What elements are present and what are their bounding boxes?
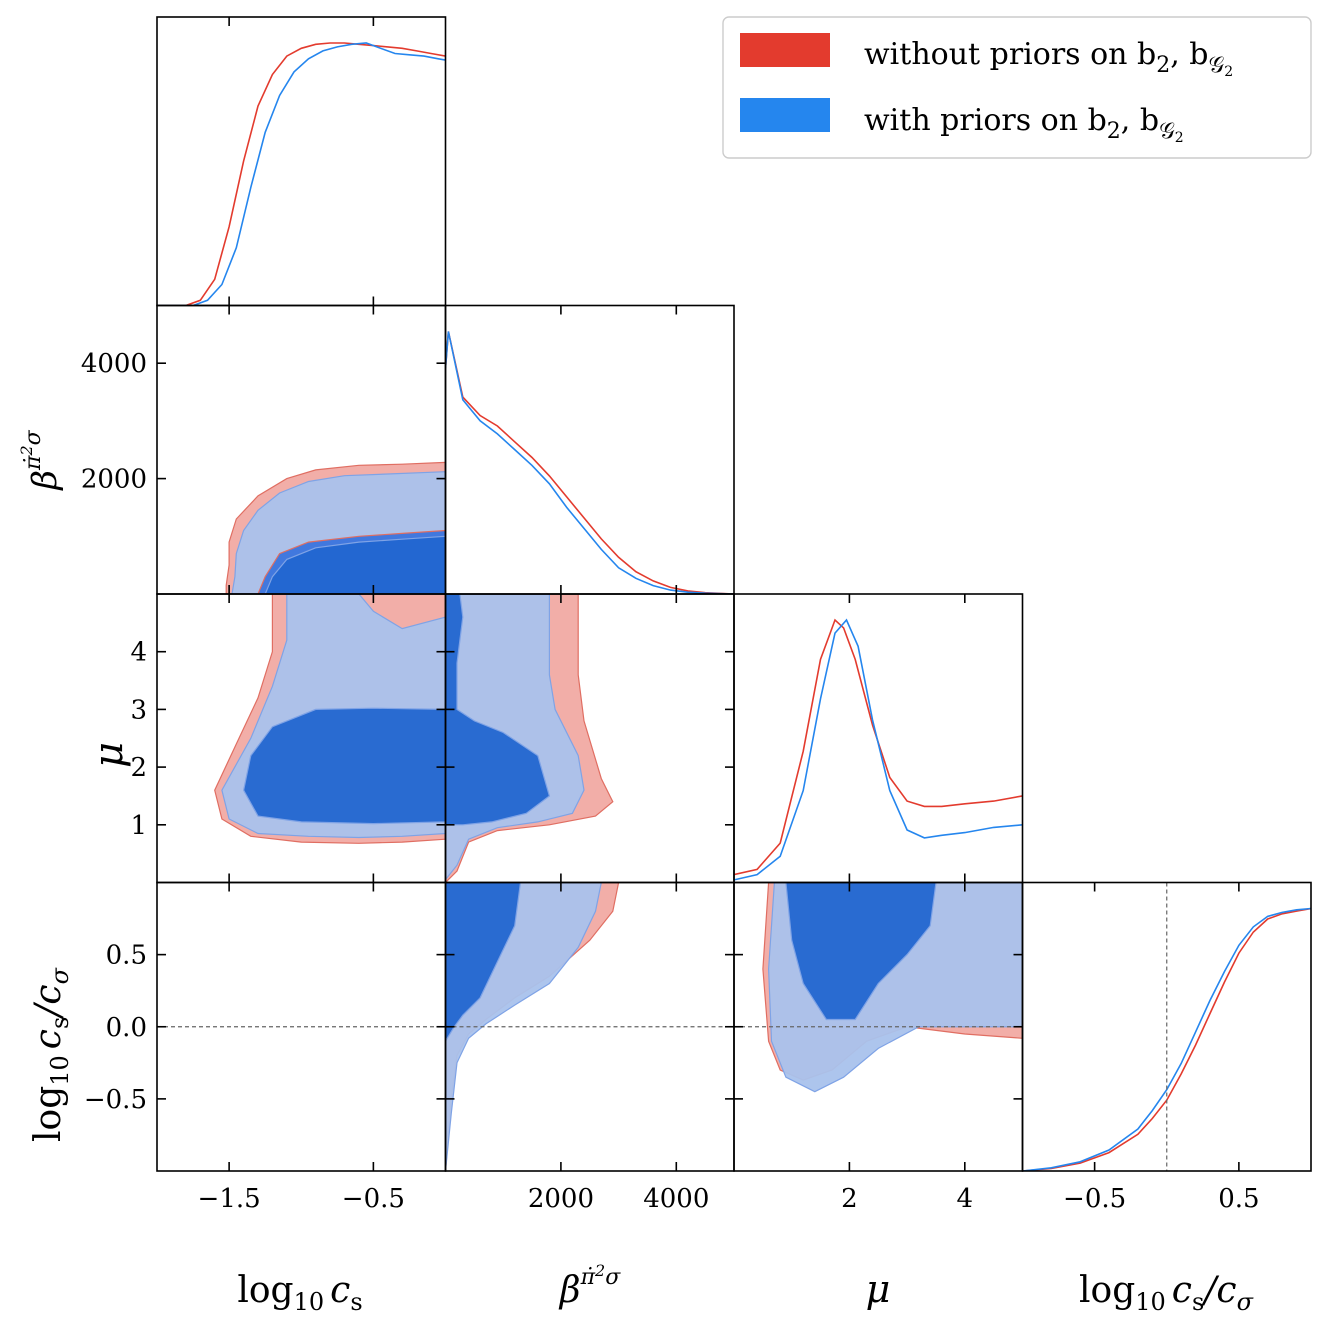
panel-frame-2-2 [733, 593, 1024, 884]
marginal-lcs-series-0 [157, 42, 446, 306]
tick-labels: −1.5 −0.5 2000 4000 2 4 −0.5 0.5 2000 4000 1 2 3 4 −0.… [81, 349, 1260, 1214]
contour-mu-lr-with-68 [785, 882, 937, 1021]
y-tick-label-mu-0: 1 [130, 811, 147, 841]
legend-frame [722, 16, 1312, 159]
panel-frame-1-1 [444, 304, 735, 595]
contour-beta-mu-with-68 [445, 594, 551, 826]
y-tick-label-mu-3: 4 [130, 638, 147, 668]
reference-lines [157, 882, 1168, 1171]
y-tick-label-lr-2: 0.5 [106, 941, 147, 971]
x-axis-label-ratio: log10 cs/cσ [1079, 1270, 1254, 1316]
legend: without priors on b2, b𝒢2 with priors on… [722, 16, 1312, 159]
x-tick-label-beta-0: 2000 [528, 1184, 594, 1214]
x-tick-label-lcs-0: −1.5 [198, 1184, 261, 1214]
tick-marks [157, 17, 1240, 1171]
contour-lcs-beta-with-68 [264, 535, 446, 594]
x-axis-label-beta: βπ̇2σ [558, 1261, 621, 1311]
contour-lcs-mu-with-68 [242, 707, 446, 825]
x-tick-label-beta-1: 4000 [643, 1184, 709, 1214]
x-axis-label-log10-cs: log10 cs [237, 1270, 362, 1316]
x-tick-label-lr-1: 0.5 [1218, 1184, 1259, 1214]
marginal-curves [157, 42, 1311, 1171]
marginal-beta-series-0 [445, 331, 734, 594]
marginal-beta-series-1 [445, 331, 734, 594]
contour-fills [214, 461, 1023, 1171]
x-tick-label-mu-0: 2 [841, 1184, 858, 1214]
y-axis-label-beta: βπ̇2σ [17, 429, 65, 491]
y-axis-label-mu: μ [86, 742, 132, 768]
panel-frame-0-0 [156, 16, 447, 307]
x-tick-label-lr-0: −0.5 [1063, 1184, 1126, 1214]
marginal-lr-series-1 [1022, 907, 1311, 1171]
y-tick-label-beta-0: 2000 [81, 465, 147, 495]
y-tick-label-mu-1: 2 [130, 753, 147, 783]
legend-entry-without: without priors on b2, b𝒢2 [864, 37, 1233, 80]
y-tick-label-beta-1: 4000 [81, 349, 147, 379]
marginal-mu-series-1 [734, 618, 1023, 881]
legend-swatch-with [740, 98, 830, 132]
marginal-mu-series-0 [734, 618, 1023, 876]
y-tick-label-mu-2: 3 [130, 695, 147, 725]
legend-swatch-without [740, 33, 830, 67]
x-tick-label-lcs-1: −0.5 [342, 1184, 405, 1214]
y-axis-label-ratio: log10cs/cσ [28, 967, 74, 1142]
x-tick-label-mu-1: 4 [957, 1184, 974, 1214]
panel-frames [156, 16, 1312, 1172]
contour-beta-lr-with-68 [445, 882, 522, 1043]
y-tick-label-lr-0: −0.5 [84, 1085, 147, 1115]
x-axis-label-mu: μ [866, 1267, 891, 1311]
marginal-lcs-series-1 [157, 42, 446, 306]
legend-entry-with: with priors on b2, b𝒢2 [864, 103, 1184, 146]
y-tick-label-lr-1: 0.0 [106, 1013, 147, 1043]
marginal-lr-series-0 [1022, 907, 1311, 1171]
